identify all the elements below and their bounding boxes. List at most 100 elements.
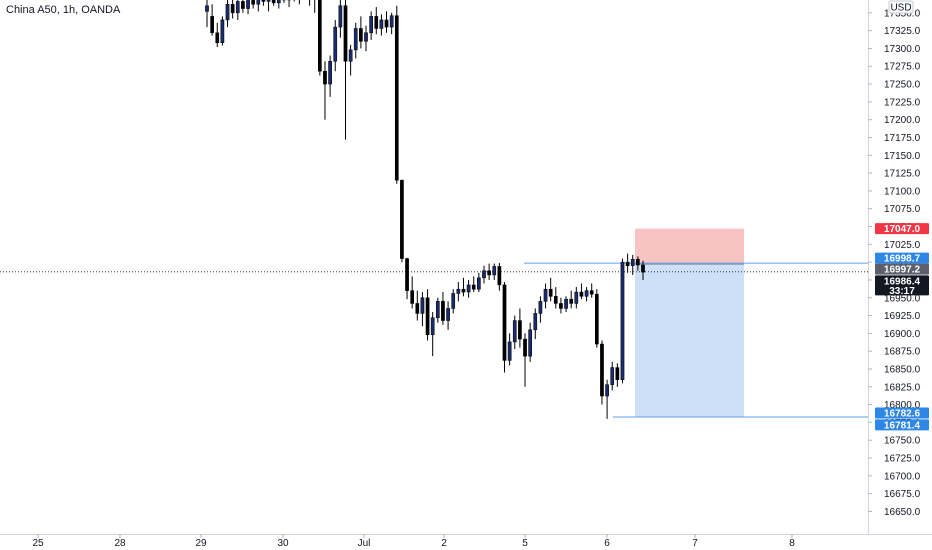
candle <box>348 44 353 76</box>
take-profit-zone[interactable] <box>635 264 744 417</box>
price-tick-label: 17225.0 <box>884 97 921 108</box>
candle <box>266 0 271 12</box>
candle <box>338 0 343 38</box>
candle <box>410 276 415 309</box>
candle <box>610 361 615 391</box>
candle <box>359 16 363 49</box>
candle <box>251 0 256 9</box>
candle <box>314 0 316 13</box>
price-tag-label: 16997.2 <box>884 265 921 276</box>
candle <box>589 283 594 298</box>
time-tick-label: 5 <box>522 538 528 549</box>
time-tick-label: 2 <box>441 538 447 549</box>
time-tick-label: Jul <box>358 538 371 549</box>
time-tick-label: 30 <box>277 538 289 549</box>
stop-loss-zone[interactable] <box>635 228 744 265</box>
candle <box>497 262 502 291</box>
candle <box>369 11 373 40</box>
candle <box>615 363 620 387</box>
candle <box>318 0 322 76</box>
candle <box>271 0 276 6</box>
price-tag-label: 16782.6 <box>884 408 921 419</box>
price-tick-label: 16850.0 <box>884 364 921 375</box>
price-tick-label: 17275.0 <box>884 62 921 73</box>
price-tag-blue: 16781.4 <box>875 419 929 431</box>
candle <box>523 333 527 387</box>
candle <box>379 14 384 36</box>
time-tick-label: 28 <box>114 538 126 549</box>
price-tick-label: 16750.0 <box>884 436 921 447</box>
candle <box>569 290 574 309</box>
candle <box>323 61 327 120</box>
candle <box>625 253 630 273</box>
candle <box>246 0 250 15</box>
candle <box>276 0 281 9</box>
price-tick-label: 17150.0 <box>884 151 921 162</box>
candle <box>451 289 456 314</box>
time-tick-label: 8 <box>789 538 795 549</box>
candle <box>328 55 332 97</box>
price-tag-label: 17047.0 <box>884 224 921 235</box>
candle <box>400 179 404 263</box>
candle <box>548 277 553 302</box>
candle <box>512 315 517 350</box>
time-tick-label: 7 <box>692 538 698 549</box>
candle <box>502 282 507 373</box>
price-tick-label: 17175.0 <box>884 133 921 144</box>
candle <box>584 287 589 302</box>
price-tick-label: 17250.0 <box>884 80 921 91</box>
price-tick-label: 16900.0 <box>884 329 921 340</box>
candle <box>630 255 635 275</box>
candle <box>389 12 394 35</box>
candle <box>374 7 379 35</box>
candle <box>492 263 497 280</box>
candle <box>477 272 481 293</box>
candle <box>220 16 225 46</box>
price-tick-label: 16875.0 <box>884 347 921 358</box>
candle <box>446 301 450 330</box>
candle <box>620 258 625 384</box>
candle <box>225 0 230 28</box>
time-axis[interactable]: 25 28 29 30 Jul 2 5 6 7 8 <box>0 534 932 549</box>
candle <box>425 289 430 341</box>
candle <box>420 292 425 327</box>
price-tick-label: 17075.0 <box>884 204 921 215</box>
price-tag-blue: 16782.6 <box>875 407 929 419</box>
candle <box>230 0 235 19</box>
currency-badge[interactable]: USD <box>888 0 914 14</box>
price-tick-label: 16950.0 <box>884 293 921 304</box>
candle <box>215 22 220 48</box>
price-tag-label: 16986.4 <box>884 276 921 287</box>
candle <box>636 256 640 271</box>
price-tick-label: 17350.0 <box>884 8 921 19</box>
symbol-label: China A50, 1h, OANDA <box>6 4 121 16</box>
candle <box>287 0 291 8</box>
price-tick-label: 16650.0 <box>884 507 921 518</box>
candle <box>538 296 543 323</box>
candle <box>298 0 300 5</box>
candle <box>594 289 599 348</box>
candle <box>435 297 440 323</box>
candle <box>210 4 214 36</box>
candle <box>343 0 348 140</box>
candle <box>394 5 399 184</box>
price-tag-gray: 16997.2 <box>875 263 929 276</box>
candle <box>461 277 466 297</box>
candle <box>564 296 568 312</box>
time-tick-label: 6 <box>604 538 610 549</box>
price-tag-label: 16781.4 <box>884 420 921 431</box>
price-tick-label: 16800.0 <box>884 400 921 411</box>
price-tick-label: 16700.0 <box>884 471 921 482</box>
price-tick-label: 17025.0 <box>884 240 921 251</box>
price-tick-label: 17100.0 <box>884 186 921 197</box>
candle <box>353 22 358 59</box>
candle <box>543 283 548 309</box>
candle <box>487 263 491 280</box>
price-tick-label: 17200.0 <box>884 115 921 126</box>
candle <box>441 292 445 325</box>
candle <box>574 287 579 309</box>
candle <box>482 265 486 284</box>
candle <box>364 25 368 52</box>
candle <box>553 287 558 309</box>
